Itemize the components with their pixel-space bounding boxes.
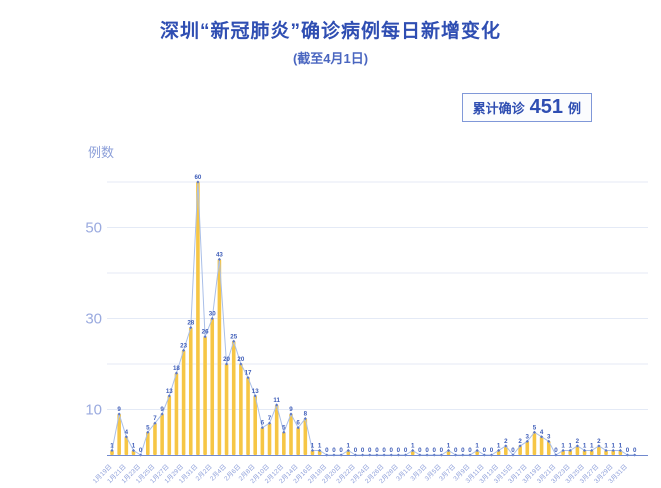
svg-text:17: 17 (245, 370, 252, 377)
svg-text:6: 6 (296, 420, 300, 427)
x-axis-labels-layer: 1月19日1月21日1月23日1月25日1月27日1月29日1月31日2月2日2… (91, 463, 629, 485)
svg-text:2: 2 (518, 438, 522, 445)
svg-text:0: 0 (418, 447, 422, 454)
svg-text:3: 3 (547, 433, 551, 440)
svg-text:0: 0 (325, 447, 329, 454)
svg-text:0: 0 (633, 447, 637, 454)
svg-text:0: 0 (432, 447, 436, 454)
svg-text:1: 1 (619, 442, 623, 449)
svg-text:1: 1 (611, 442, 615, 449)
svg-text:9: 9 (117, 406, 121, 413)
svg-text:13: 13 (166, 388, 173, 395)
svg-text:0: 0 (397, 447, 401, 454)
chart-subtitle: (截至4月1日) (292, 51, 369, 66)
svg-text:30: 30 (85, 311, 102, 328)
svg-text:9: 9 (289, 406, 293, 413)
svg-text:5: 5 (282, 424, 286, 431)
svg-text:6: 6 (261, 420, 265, 427)
bars-layer (110, 182, 623, 455)
svg-text:0: 0 (461, 447, 465, 454)
svg-text:0: 0 (375, 447, 379, 454)
svg-text:4: 4 (125, 429, 129, 436)
svg-text:0: 0 (440, 447, 444, 454)
svg-text:1: 1 (583, 442, 587, 449)
svg-text:28: 28 (187, 320, 194, 327)
badge-label: 累计确诊 (472, 100, 525, 116)
svg-text:10: 10 (85, 402, 102, 419)
svg-text:7: 7 (153, 415, 157, 422)
svg-text:2: 2 (504, 438, 508, 445)
svg-text:4: 4 (540, 429, 544, 436)
svg-text:1: 1 (497, 442, 501, 449)
svg-text:1: 1 (311, 442, 315, 449)
svg-text:0: 0 (490, 447, 494, 454)
svg-text:1: 1 (447, 442, 451, 449)
svg-text:3: 3 (526, 433, 530, 440)
svg-text:0: 0 (382, 447, 386, 454)
cumulative-total-badge: 累计确诊 451 例 (461, 93, 592, 122)
svg-text:43: 43 (216, 251, 223, 258)
svg-text:1: 1 (132, 442, 136, 449)
svg-text:1: 1 (604, 442, 608, 449)
svg-text:23: 23 (180, 342, 187, 349)
svg-text:0: 0 (404, 447, 408, 454)
svg-text:8: 8 (304, 411, 308, 418)
svg-text:11: 11 (273, 397, 280, 404)
svg-text:1: 1 (590, 442, 594, 449)
svg-text:25: 25 (230, 333, 237, 340)
svg-text:0: 0 (468, 447, 472, 454)
gridlines-layer (107, 181, 648, 410)
svg-text:0: 0 (368, 447, 372, 454)
svg-text:0: 0 (354, 447, 358, 454)
badge-value: 451 (529, 96, 563, 118)
svg-text:1: 1 (110, 442, 114, 449)
svg-text:1: 1 (347, 442, 351, 449)
svg-text:20: 20 (237, 356, 244, 363)
value-labels-layer: 1941057913182328602630432025201713671159… (110, 174, 637, 454)
svg-text:1: 1 (561, 442, 565, 449)
svg-text:0: 0 (483, 447, 487, 454)
svg-text:0: 0 (626, 447, 630, 454)
y-axis-labels-layer: 10 30 50 (85, 220, 102, 419)
svg-text:0: 0 (361, 447, 365, 454)
svg-text:7: 7 (268, 415, 272, 422)
svg-text:5: 5 (146, 424, 150, 431)
svg-text:26: 26 (202, 329, 209, 336)
svg-text:30: 30 (209, 311, 216, 318)
svg-text:60: 60 (194, 174, 201, 181)
svg-text:0: 0 (554, 447, 558, 454)
svg-text:0: 0 (139, 447, 143, 454)
svg-text:5: 5 (533, 424, 537, 431)
svg-text:1: 1 (318, 442, 322, 449)
svg-text:13: 13 (252, 388, 259, 395)
svg-text:0: 0 (339, 447, 343, 454)
svg-text:1: 1 (569, 442, 573, 449)
svg-text:2: 2 (597, 438, 601, 445)
svg-text:0: 0 (511, 447, 515, 454)
svg-text:9: 9 (160, 406, 164, 413)
svg-text:2: 2 (576, 438, 580, 445)
svg-text:1: 1 (475, 442, 479, 449)
chart-title: 深圳“新冠肺炎”确诊病例每日新增变化 (159, 21, 501, 42)
y-axis-title: 例数 (88, 145, 115, 160)
svg-text:0: 0 (425, 447, 429, 454)
svg-text:50: 50 (85, 220, 102, 237)
svg-text:1: 1 (411, 442, 415, 449)
svg-text:0: 0 (332, 447, 336, 454)
svg-text:0: 0 (454, 447, 458, 454)
badge-unit: 例 (567, 100, 581, 116)
svg-text:0: 0 (390, 447, 394, 454)
svg-text:20: 20 (223, 356, 230, 363)
svg-text:18: 18 (173, 365, 180, 372)
